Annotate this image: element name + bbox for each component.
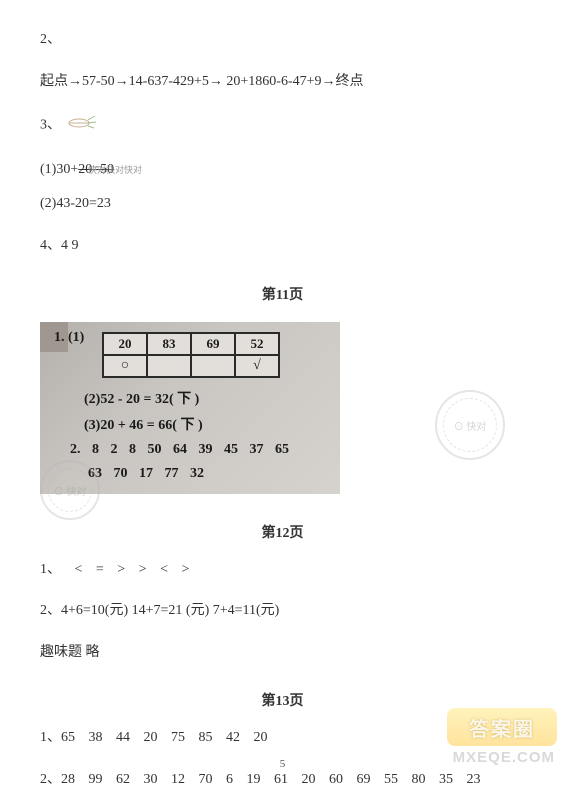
q3-2: (2)43-20=23 [40,194,525,214]
p13-q1: 1、65 38 44 20 75 85 42 20 [40,728,525,748]
cell: ○ [103,355,147,377]
cell [191,355,235,377]
q3-line: 3、 [40,113,525,138]
p11-line2: (2)52 - 20 = 32( 下 ) [84,388,326,408]
page-number: 5 [0,758,565,770]
table-row: ○ √ [103,355,279,377]
q4: 4、4 9 [40,236,525,256]
cell: 83 [147,333,191,355]
page13-title: 第13页 [40,690,525,710]
q3-label: 3、 [40,118,61,133]
cell: 69 [191,333,235,355]
p12-q2: 2、4+6=10(元) 14+7=21 (元) 7+4=11(元) [40,601,525,621]
page11-title: 第11页 [40,284,525,304]
p11-q1-label: 1. (1) [54,330,84,346]
q2-label: 2、 [40,30,525,50]
cell [147,355,191,377]
q3-1-prefix: (1)30+ [40,162,78,177]
document-page: 2、 起点→57-50→14-637-429+5→ 20+1860-6-47+9… [0,0,565,806]
p11-line4b: 63 70 17 77 32 [88,466,326,482]
p11-line4a: 2. 8 2 8 50 64 39 45 37 65 [70,442,326,458]
cell: 20 [103,333,147,355]
p13-q2: 2、28 99 62 30 12 70 6 19 61 20 60 69 55 … [40,770,525,790]
carrot-icon [65,113,97,138]
p11-table: 20 83 69 52 ○ √ [102,332,280,378]
cell: 52 [235,333,279,355]
p12-fun: 趣味题 略 [40,643,525,663]
table-row: 20 83 69 52 [103,333,279,355]
tiny-watermark: 快对快对快对 [88,163,525,176]
page11-photo: 1. (1) 20 83 69 52 ○ √ (2)52 - 20 = 32( … [40,322,340,494]
page12-title: 第12页 [40,522,525,542]
q2-text: 起点→57-50→14-637-429+5→ 20+1860-6-47+9→终点 [40,72,525,92]
p12-q1: 1、 < = > > < > [40,560,525,580]
cell: √ [235,355,279,377]
p11-line3: (3)20 + 46 = 66( 下 ) [84,414,326,434]
